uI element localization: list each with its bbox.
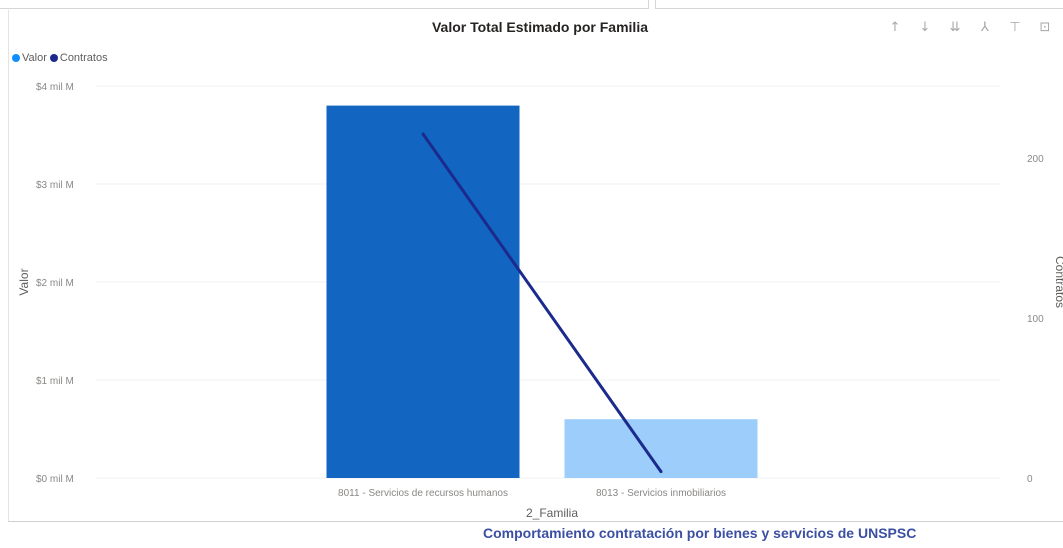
x-tick-label: 8013 - Servicios inmobiliarios <box>596 488 726 499</box>
y2-tick-label: 0 <box>1027 474 1033 485</box>
filter-icon[interactable]: ⊤ <box>1009 20 1021 35</box>
legend-marker-valor <box>12 54 20 62</box>
chart-legend: Valor Contratos <box>12 52 108 64</box>
y-tick-label: $2 mil M <box>36 278 74 289</box>
visual-container[interactable] <box>8 10 1063 522</box>
x-tick-label: 8011 - Servicios de recursos humanos <box>338 488 508 499</box>
legend-label-valor: Valor <box>22 52 47 64</box>
point-contratos[interactable] <box>421 132 425 136</box>
top-divider-left <box>0 0 649 9</box>
focus-mode-icon[interactable]: ⊡ <box>1039 20 1051 35</box>
chart-title: Valor Total Estimado por Familia <box>431 19 648 35</box>
legend-item-contratos[interactable]: Contratos <box>49 52 108 64</box>
bar-valor[interactable] <box>326 105 520 478</box>
line-contratos[interactable] <box>421 133 663 473</box>
drill-down-icon[interactable]: ⇊ <box>949 20 961 35</box>
legend-item-valor[interactable]: Valor <box>12 52 47 64</box>
point-contratos[interactable] <box>659 470 663 474</box>
y-axis-title: Valor <box>17 268 31 295</box>
sort-up-icon[interactable]: ↑ <box>889 20 901 35</box>
y2-tick-label: 100 <box>1027 314 1044 325</box>
y-tick-label: $1 mil M <box>36 376 74 387</box>
bar-valor[interactable] <box>564 419 758 478</box>
legend-label-contratos: Contratos <box>59 52 108 64</box>
y-tick-label: $3 mil M <box>36 180 74 191</box>
visual-header-toolbar: ↑ ↓ ⇊ ⅄ ⊤ ⊡ <box>880 20 1060 35</box>
y2-tick-label: 200 <box>1027 154 1044 165</box>
legend-marker-contratos <box>49 54 58 62</box>
footer-divider <box>8 521 1063 522</box>
footer-caption: Comportamiento contratación por bienes y… <box>483 525 917 541</box>
sort-down-icon[interactable]: ↓ <box>919 20 931 35</box>
y-tick-label: $0 mil M <box>36 474 74 485</box>
y2-axis-title: Contratos <box>1053 256 1063 308</box>
expand-hierarchy-icon[interactable]: ⅄ <box>981 20 989 35</box>
top-divider-right <box>655 0 1063 9</box>
x-axis-title: 2_Familia <box>526 506 578 520</box>
y-tick-label: $4 mil M <box>36 82 74 93</box>
